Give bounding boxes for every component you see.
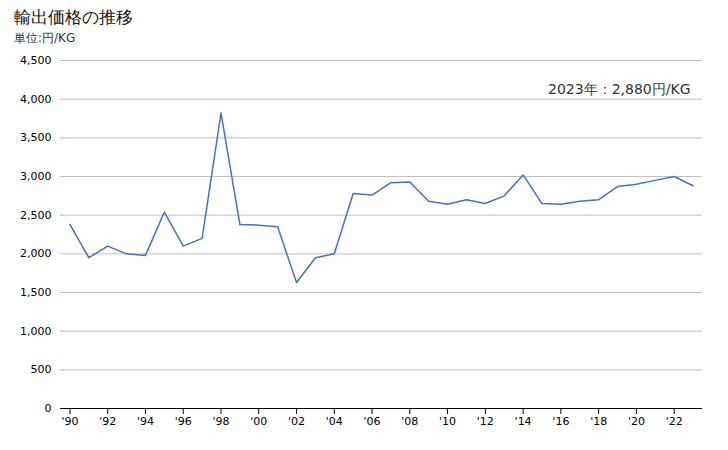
svg-text:'08: '08 — [401, 415, 418, 428]
svg-text:500: 500 — [31, 363, 52, 376]
svg-text:'06: '06 — [364, 415, 381, 428]
svg-text:'98: '98 — [212, 415, 229, 428]
svg-text:'10: '10 — [439, 415, 456, 428]
html-text:単位:円/KG: 単位:円/KG — [14, 31, 76, 45]
svg-text:'02: '02 — [288, 415, 305, 428]
html-text:輸出価格の推移: 輸出価格の推移 — [14, 7, 133, 27]
svg-text:'22: '22 — [666, 415, 683, 428]
svg-text:3,500: 3,500 — [20, 131, 52, 144]
svg-text:2,500: 2,500 — [20, 209, 52, 222]
svg-text:'90: '90 — [61, 415, 78, 428]
svg-text:'94: '94 — [137, 415, 154, 428]
svg-text:'20: '20 — [628, 415, 645, 428]
svg-text:2,000: 2,000 — [20, 247, 52, 260]
svg-text:'00: '00 — [250, 415, 267, 428]
svg-text:'12: '12 — [477, 415, 494, 428]
svg-text:4,500: 4,500 — [20, 54, 52, 67]
svg-text:'96: '96 — [175, 415, 192, 428]
svg-text:3,000: 3,000 — [20, 170, 52, 183]
svg-text:'14: '14 — [515, 415, 532, 428]
svg-text:'04: '04 — [326, 415, 343, 428]
svg-text:1,500: 1,500 — [20, 286, 52, 299]
svg-text:'18: '18 — [590, 415, 607, 428]
svg-text:0: 0 — [45, 402, 52, 415]
svg-text:2023年：2,880円/KG: 2023年：2,880円/KG — [548, 81, 690, 97]
svg-text:'92: '92 — [99, 415, 116, 428]
svg-text:'16: '16 — [552, 415, 569, 428]
svg-text:1,000: 1,000 — [20, 325, 52, 338]
svg-text:4,000: 4,000 — [20, 93, 52, 106]
